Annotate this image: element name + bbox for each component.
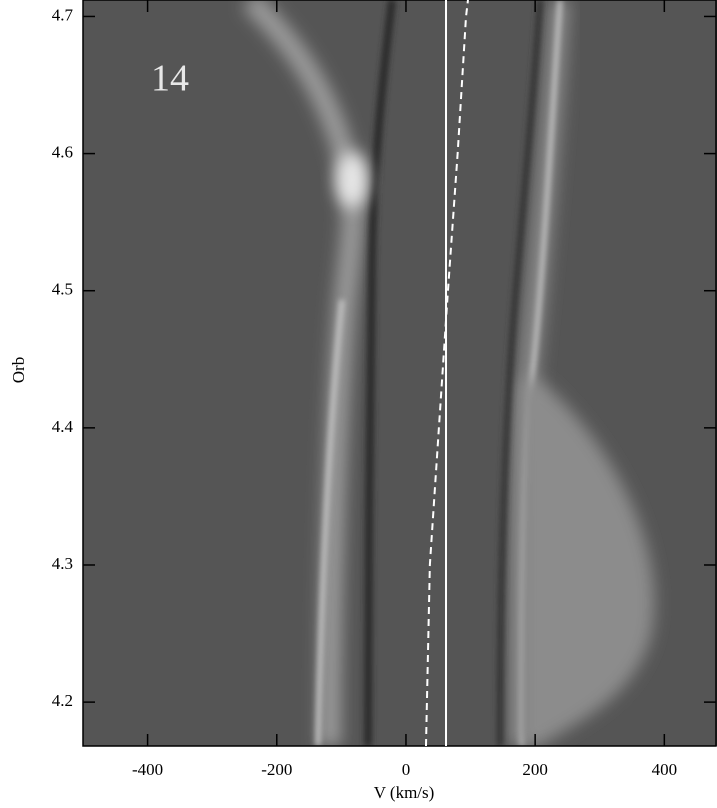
- spectrum-image: [83, 0, 717, 746]
- y-tick-label: 4.6: [52, 142, 73, 161]
- velocity-line: [424, 0, 469, 746]
- y-tick-label: 4.7: [52, 5, 74, 24]
- y-tick-label: 4.2: [52, 691, 73, 710]
- y-axis-label: Orb: [9, 357, 28, 383]
- x-axis-label: V (km/s): [374, 783, 435, 802]
- y-tick-label: 4.5: [52, 280, 73, 299]
- y-tick-label: 4.4: [52, 417, 74, 436]
- y-tick-label: 4.3: [52, 554, 73, 573]
- x-tick-label: -400: [132, 760, 163, 779]
- x-tick-label: 0: [402, 760, 411, 779]
- plot-frame: [82, 0, 717, 747]
- x-tick-label: -200: [261, 760, 292, 779]
- x-tick-label: 400: [652, 760, 678, 779]
- x-tick-label: 200: [522, 760, 548, 779]
- panel-label: 14: [151, 58, 189, 100]
